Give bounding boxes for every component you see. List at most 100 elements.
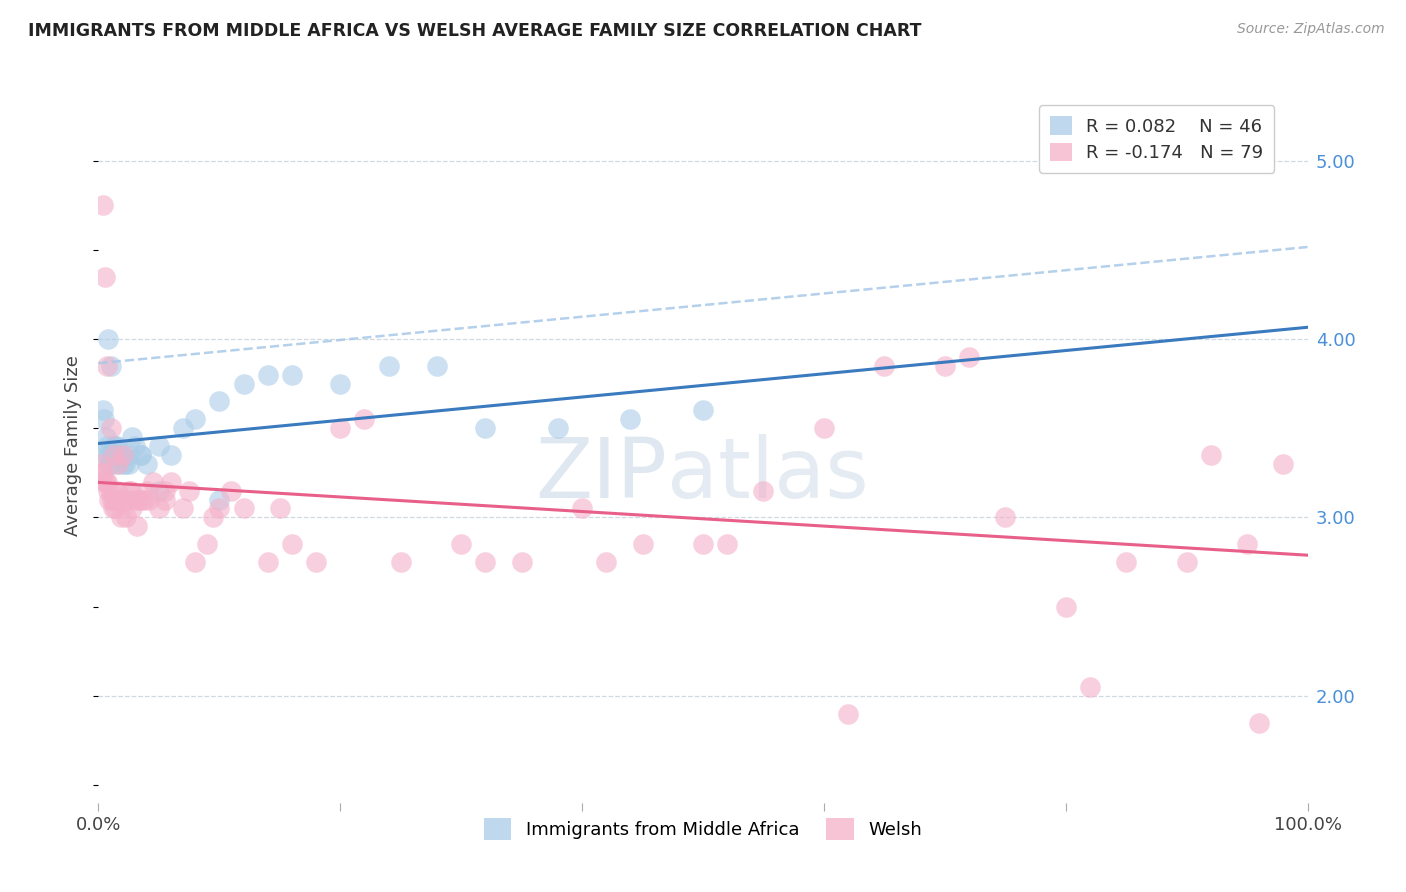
Point [96,475,118,489]
Point [101,448,124,462]
Point [184,555,207,569]
Point [256,368,278,382]
Text: ZIP: ZIP [534,434,666,515]
Point [112,492,135,507]
Point [121,501,143,516]
Point [353,412,375,426]
Point [94,430,117,444]
Point [111,448,134,462]
Point [91,466,114,480]
Point [957,350,980,364]
Point [1236,537,1258,551]
Point [281,368,304,382]
Point [105,483,128,498]
Point [1078,680,1101,694]
Point [692,537,714,551]
Point [111,448,134,462]
Point [121,430,143,444]
Point [873,359,896,373]
Point [104,501,127,516]
Point [97,448,120,462]
Point [103,448,125,462]
Point [1249,715,1271,730]
Point [108,492,131,507]
Point [129,448,152,462]
Point [305,555,328,569]
Point [90,448,112,462]
Point [105,457,128,471]
Point [129,448,152,462]
Point [160,475,183,489]
Point [94,475,117,489]
Point [1175,555,1198,569]
Point [117,492,139,507]
Text: atlas: atlas [666,434,869,515]
Point [208,394,231,409]
Point [426,359,449,373]
Point [93,412,115,426]
Point [1272,457,1295,471]
Point [108,448,131,462]
Point [232,376,254,391]
Point [98,457,121,471]
Point [124,439,146,453]
Point [97,483,120,498]
Point [389,555,412,569]
Point [221,483,243,498]
Point [813,421,835,435]
Point [752,483,775,498]
Point [195,537,218,551]
Point [120,483,142,498]
Point [232,501,254,516]
Point [114,457,136,471]
Text: IMMIGRANTS FROM MIDDLE AFRICA VS WELSH AVERAGE FAMILY SIZE CORRELATION CHART: IMMIGRANTS FROM MIDDLE AFRICA VS WELSH A… [28,22,921,40]
Point [91,466,114,480]
Point [94,269,117,284]
Point [148,483,170,498]
Point [100,457,122,471]
Point [107,457,129,471]
Point [148,501,170,516]
Point [474,555,496,569]
Point [148,439,170,453]
Point [110,510,132,524]
Point [329,421,352,435]
Legend: Immigrants from Middle Africa, Welsh: Immigrants from Middle Africa, Welsh [477,811,929,847]
Point [135,457,157,471]
Point [118,483,141,498]
Point [172,501,194,516]
Point [111,457,134,471]
Point [107,448,129,462]
Point [1054,599,1077,614]
Point [105,448,128,462]
Point [103,492,125,507]
Point [202,510,225,524]
Point [1199,448,1222,462]
Point [96,359,118,373]
Point [474,421,496,435]
Point [934,359,956,373]
Point [208,501,231,516]
Point [571,501,593,516]
Point [256,555,278,569]
Point [104,439,127,453]
Point [118,448,141,462]
Point [184,412,207,426]
Point [716,537,738,551]
Point [172,421,194,435]
Point [179,483,201,498]
Point [100,448,122,462]
Point [98,492,121,507]
Point [91,403,114,417]
Point [124,492,146,507]
Point [160,448,183,462]
Point [281,537,304,551]
Point [135,483,157,498]
Point [100,492,122,507]
Point [118,457,141,471]
Point [90,457,112,471]
Point [450,537,472,551]
Point [547,421,569,435]
Point [96,439,118,453]
Point [631,537,654,551]
